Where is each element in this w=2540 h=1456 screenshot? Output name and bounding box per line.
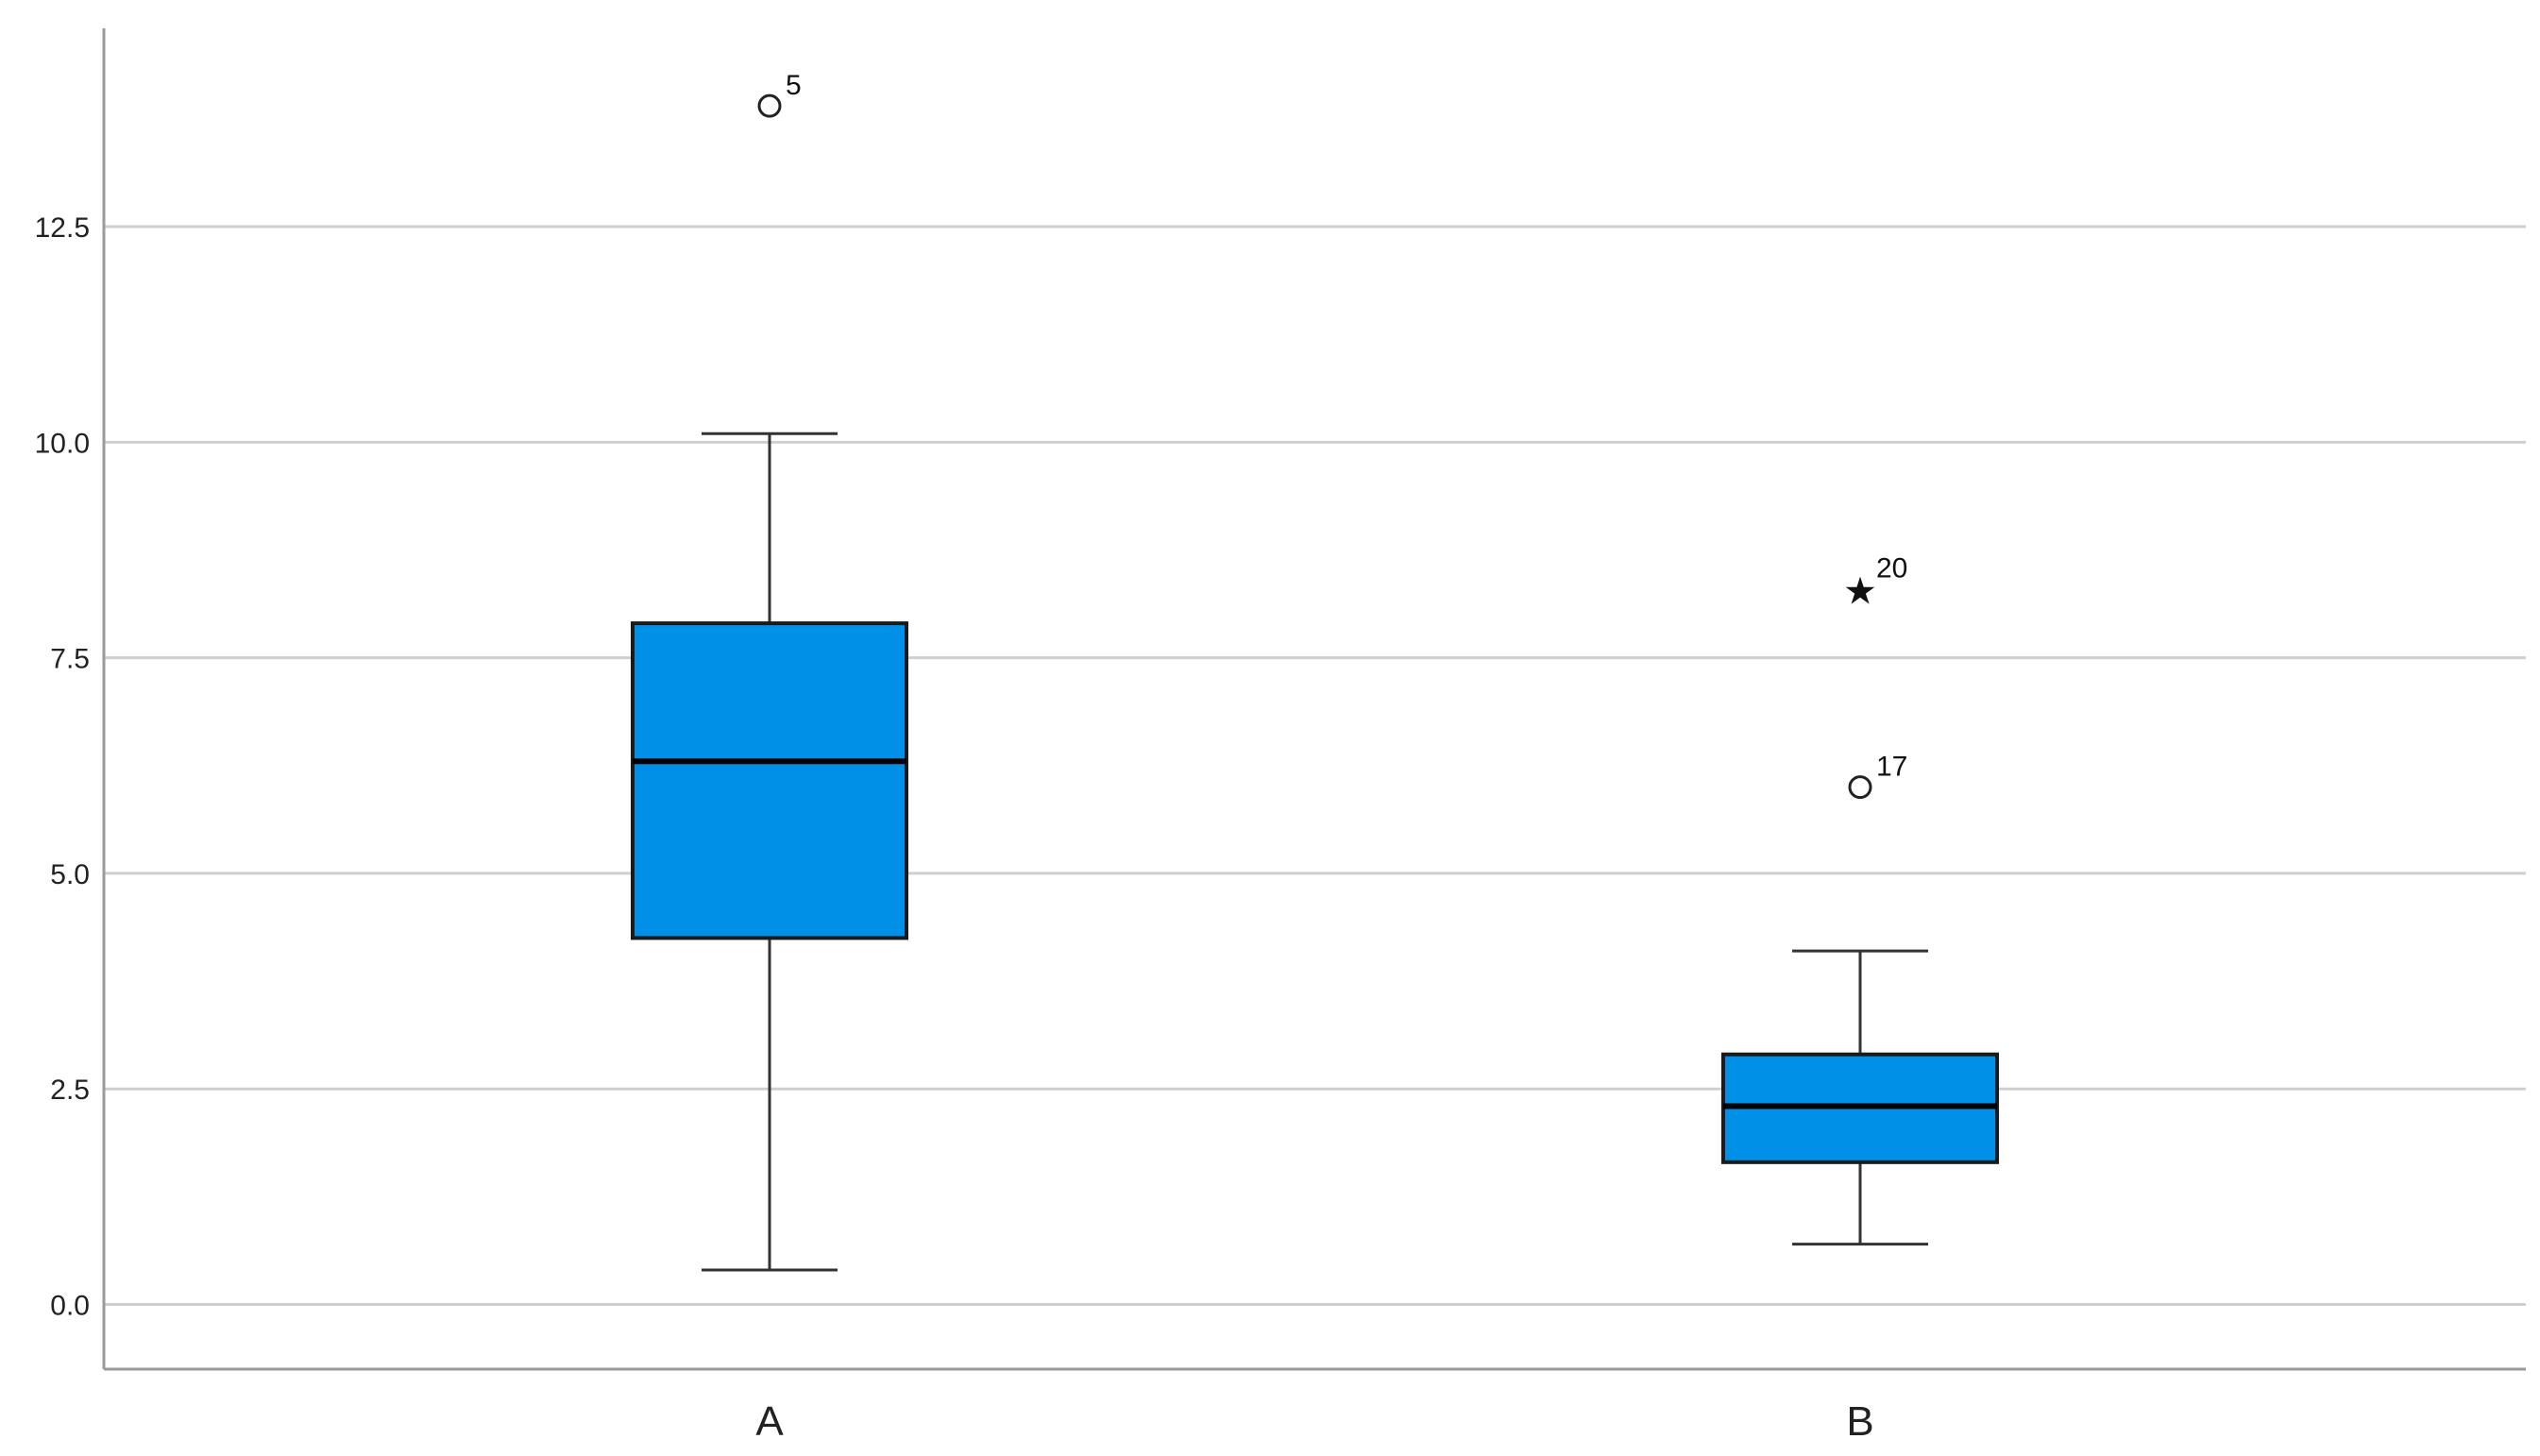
y-tick-label: 5.0 (50, 859, 90, 890)
grid-lines (104, 225, 2526, 1307)
outlier-circle (757, 93, 782, 118)
y-tick-label: 12.5 (35, 212, 90, 244)
outlier-label: 20 (1876, 553, 1907, 584)
y-tick-labels: 0.0 2.5 5.0 7.5 10.0 12.5 (35, 212, 90, 1321)
x-category-label: B (1846, 1398, 1873, 1445)
y-tick-label: 10.0 (35, 428, 90, 459)
outliers: 5 ★20 17 (757, 70, 1907, 800)
outlier-star: ★ (1843, 570, 1877, 614)
boxes (631, 432, 1999, 1272)
iqr-box (631, 621, 908, 940)
box-group-a (631, 432, 908, 1272)
y-tick-label: 0.0 (50, 1291, 90, 1322)
y-tick-label: 2.5 (50, 1075, 90, 1106)
axes (102, 28, 2526, 1371)
outlier-circle (1848, 775, 1872, 800)
x-category-label: A (755, 1398, 784, 1445)
outlier-label: 17 (1876, 752, 1907, 783)
y-tick-label: 7.5 (50, 644, 90, 675)
outlier-label: 5 (786, 70, 802, 101)
box-group-b (1721, 949, 1999, 1246)
